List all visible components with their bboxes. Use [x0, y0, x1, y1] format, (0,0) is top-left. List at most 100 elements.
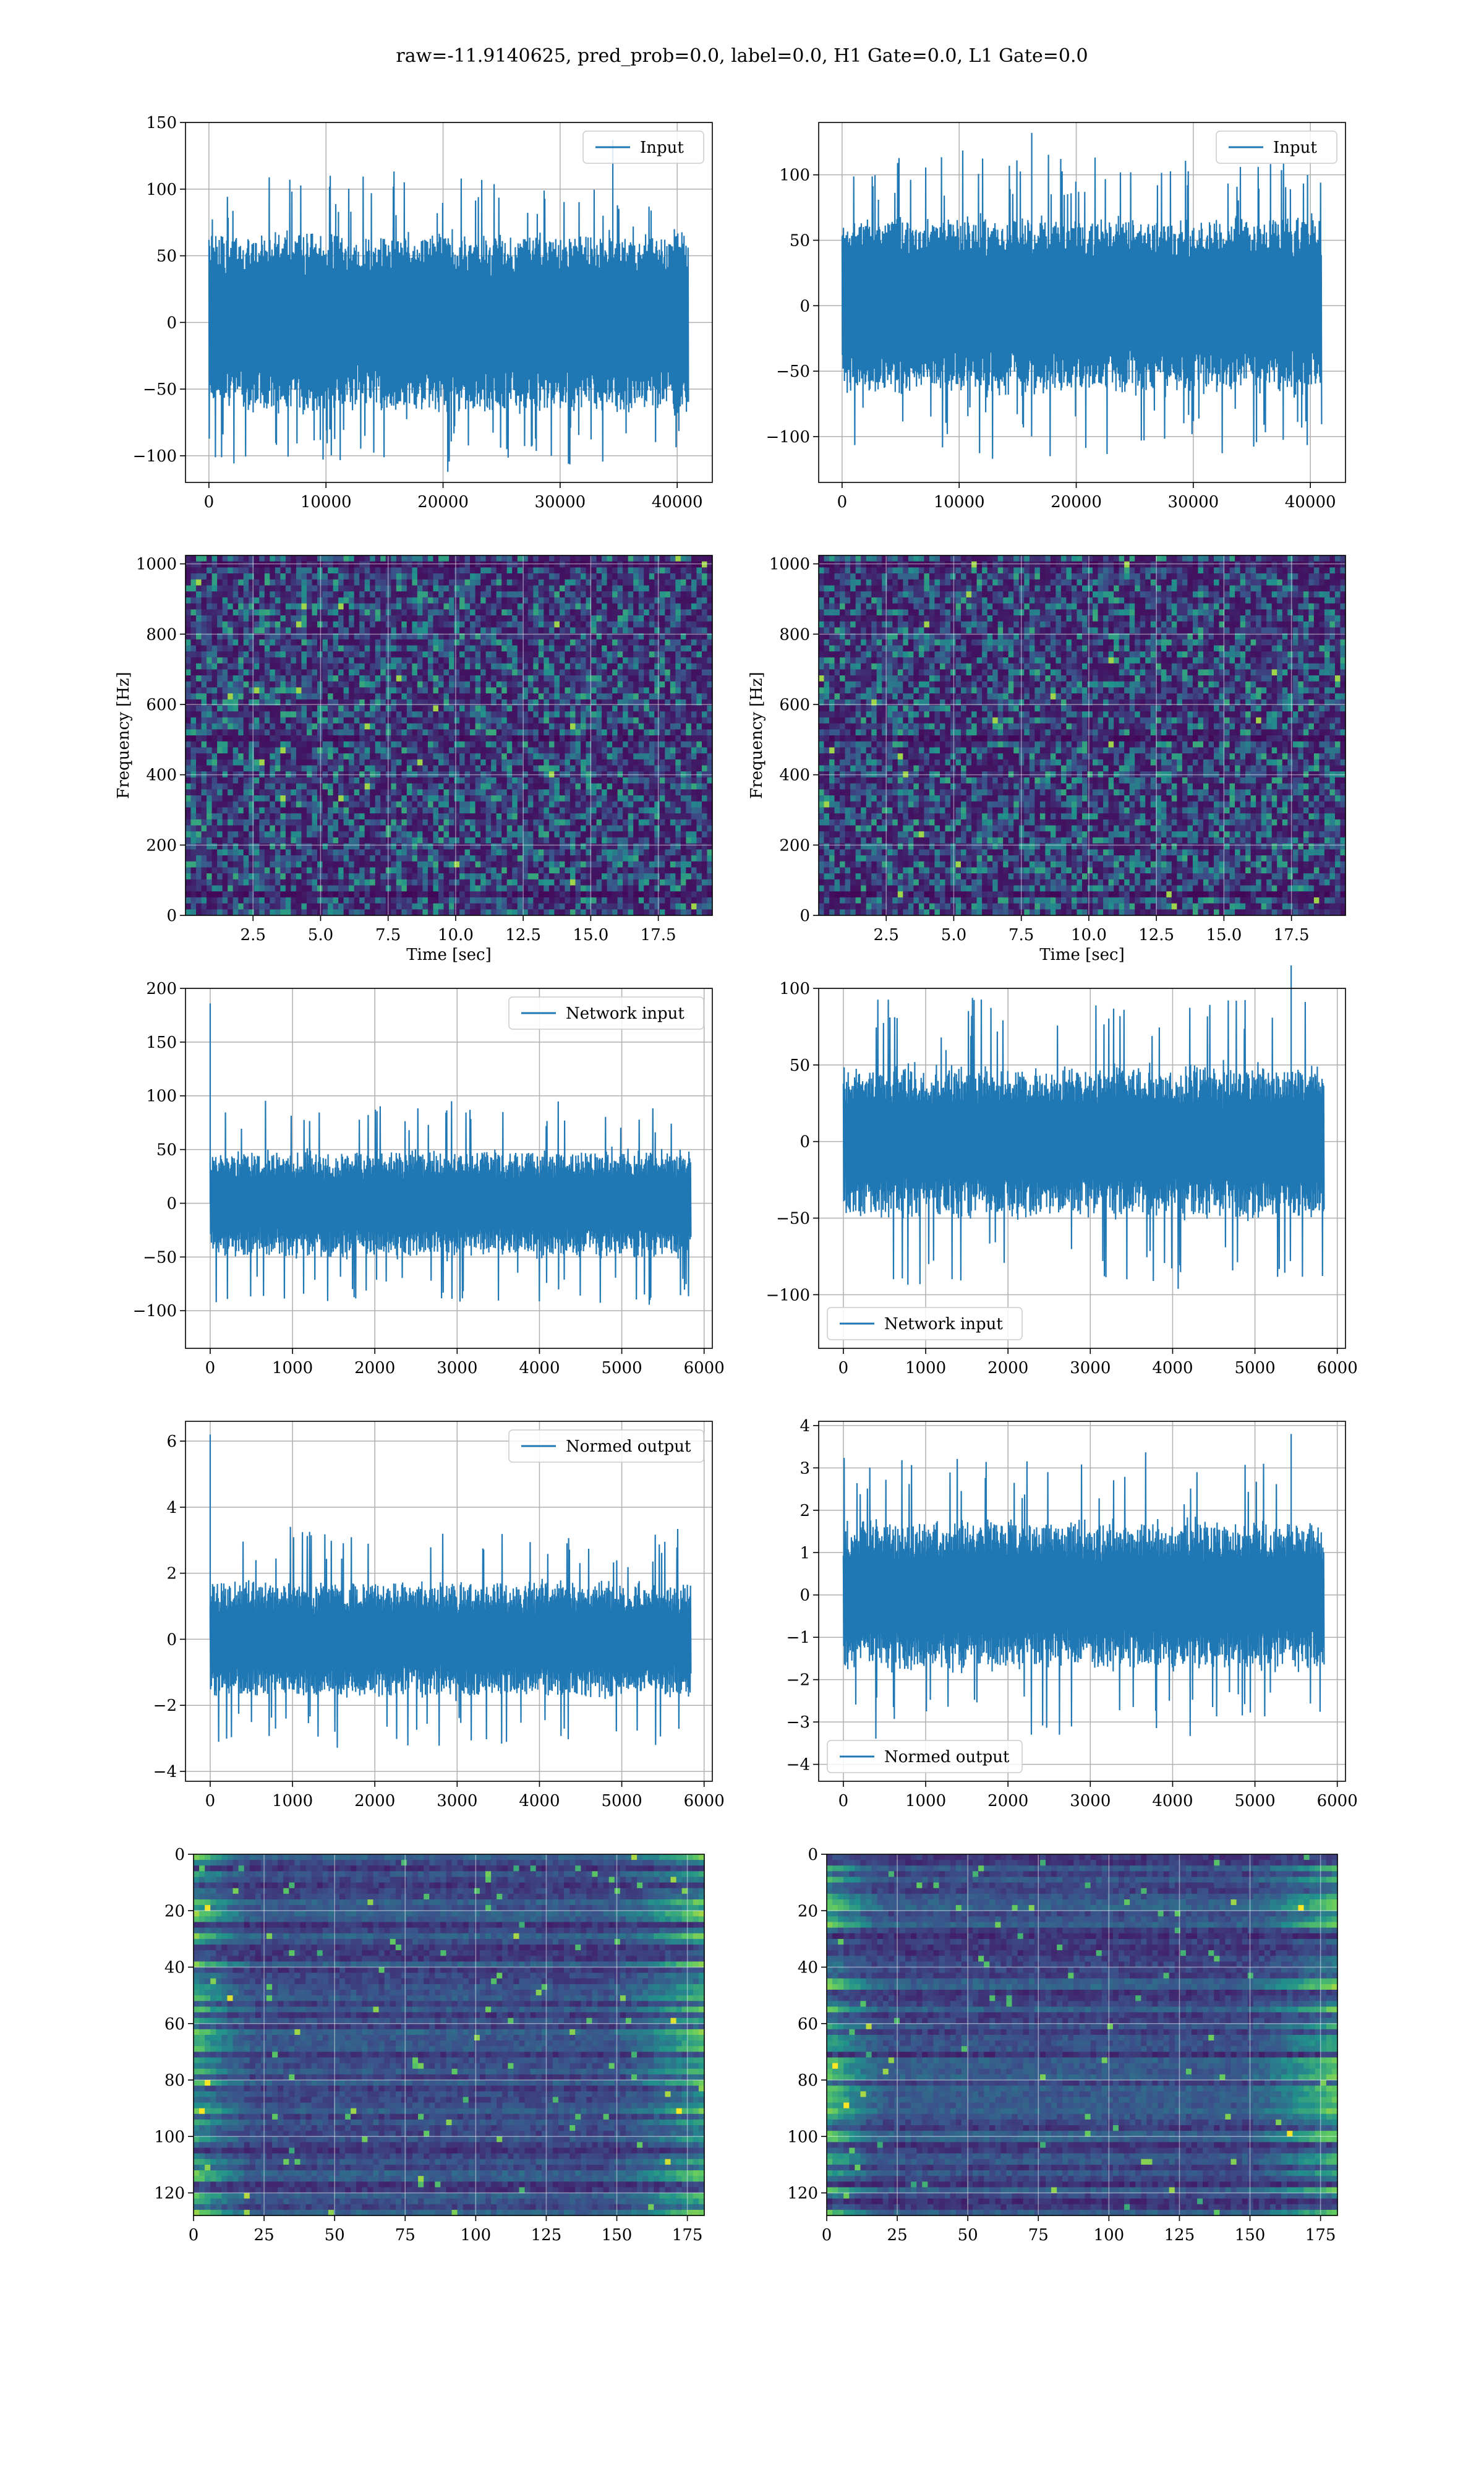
- heatmap-cell: [548, 675, 555, 682]
- heatmap-cell: [691, 561, 697, 568]
- heatmap-cell: [285, 591, 291, 598]
- heatmap-cell: [449, 777, 455, 784]
- heatmap-cell: [259, 819, 265, 826]
- heatmap-cell: [354, 561, 360, 568]
- heatmap-cell: [665, 795, 671, 802]
- heatmap-cell: [207, 729, 213, 736]
- heatmap-cell: [680, 843, 686, 850]
- heatmap-cell: [675, 573, 681, 580]
- heatmap-cell: [548, 567, 555, 574]
- heatmap-cell: [623, 771, 629, 778]
- heatmap-cell: [485, 633, 492, 640]
- heatmap-cell: [422, 561, 429, 568]
- heatmap-cell: [659, 843, 665, 850]
- heatmap-cell: [317, 729, 323, 736]
- heatmap-cell: [449, 825, 455, 832]
- heatmap-cell: [485, 615, 492, 622]
- heatmap-cell: [322, 741, 328, 748]
- heatmap-cell: [370, 639, 376, 646]
- heatmap-cell: [533, 753, 539, 760]
- heatmap-cell: [196, 723, 202, 730]
- heatmap-cell: [454, 711, 460, 718]
- heatmap-cell: [249, 753, 255, 760]
- heatmap-cell: [264, 753, 270, 760]
- heatmap-cell: [675, 687, 681, 694]
- heatmap-cell: [370, 615, 376, 622]
- heatmap-cell: [659, 693, 665, 700]
- heatmap-cell: [354, 639, 360, 646]
- heatmap-cell: [612, 663, 618, 670]
- heatmap-cell: [449, 597, 455, 604]
- heatmap-cell: [370, 813, 376, 820]
- heatmap-cell: [596, 795, 602, 802]
- heatmap-cell: [232, 753, 239, 760]
- heatmap-cell: [333, 795, 339, 802]
- heatmap-cell: [306, 813, 313, 820]
- heatmap-cell: [565, 759, 571, 766]
- heatmap-cell: [396, 585, 402, 592]
- heatmap-cell: [707, 723, 713, 730]
- heatmap-cell: [385, 741, 391, 748]
- heatmap-cell: [391, 717, 397, 724]
- heatmap-cell: [396, 705, 402, 712]
- heatmap-cell: [427, 585, 434, 592]
- heatmap-cell: [485, 831, 492, 838]
- heatmap-cell: [581, 609, 587, 616]
- heatmap-cell: [280, 711, 286, 718]
- heatmap-cell: [623, 789, 629, 796]
- heatmap-cell: [228, 789, 234, 796]
- heatmap-cell: [385, 723, 391, 730]
- heatmap-cell: [512, 615, 518, 622]
- heatmap-cell: [364, 771, 370, 778]
- heatmap-cell: [696, 747, 702, 754]
- heatmap-cell: [433, 801, 439, 808]
- heatmap-cell: [338, 729, 344, 736]
- heatmap-cell: [238, 567, 244, 574]
- heatmap-cell: [628, 723, 634, 730]
- heatmap-cell: [370, 819, 376, 826]
- heatmap-cell: [364, 693, 370, 700]
- heatmap-cell: [438, 843, 445, 850]
- heatmap-cell: [217, 741, 223, 748]
- heatmap-cell: [232, 729, 239, 736]
- heatmap-cell: [707, 771, 713, 778]
- heatmap-cell: [581, 627, 587, 634]
- heatmap-cell: [280, 585, 286, 592]
- heatmap-cell: [207, 597, 213, 604]
- heatmap-cell: [201, 759, 207, 766]
- heatmap-cell: [285, 795, 291, 802]
- heatmap-cell: [485, 807, 492, 814]
- heatmap-cell: [649, 687, 655, 694]
- heatmap-cell: [401, 747, 407, 754]
- heatmap-cell: [217, 633, 223, 640]
- heatmap-cell: [264, 777, 270, 784]
- heatmap-cell: [354, 777, 360, 784]
- heatmap-cell: [412, 813, 418, 820]
- heatmap-cell: [470, 597, 476, 604]
- heatmap-cell: [602, 609, 608, 616]
- heatmap-cell: [222, 651, 228, 658]
- heatmap-cell: [596, 741, 602, 748]
- heatmap-cell: [190, 825, 197, 832]
- heatmap-cell: [696, 597, 702, 604]
- heatmap-cell: [328, 813, 334, 820]
- heatmap-cell: [675, 621, 681, 628]
- heatmap-cell: [238, 633, 244, 640]
- heatmap-cell: [665, 675, 671, 682]
- heatmap-cell: [296, 693, 302, 700]
- heatmap-cell: [527, 597, 534, 604]
- heatmap-cell: [591, 657, 597, 664]
- heatmap-cell: [349, 663, 355, 670]
- heatmap-cell: [211, 717, 218, 724]
- heatmap-cell: [591, 711, 597, 718]
- heatmap-cell: [217, 687, 223, 694]
- heatmap-cell: [296, 759, 302, 766]
- heatmap-cell: [554, 693, 560, 700]
- heatmap-cell: [328, 687, 334, 694]
- heatmap-cell: [228, 759, 234, 766]
- heatmap-cell: [512, 723, 518, 730]
- heatmap-cell: [312, 789, 318, 796]
- heatmap-cell: [459, 735, 466, 742]
- heatmap-cell: [228, 669, 234, 676]
- heatmap-cell: [401, 663, 407, 670]
